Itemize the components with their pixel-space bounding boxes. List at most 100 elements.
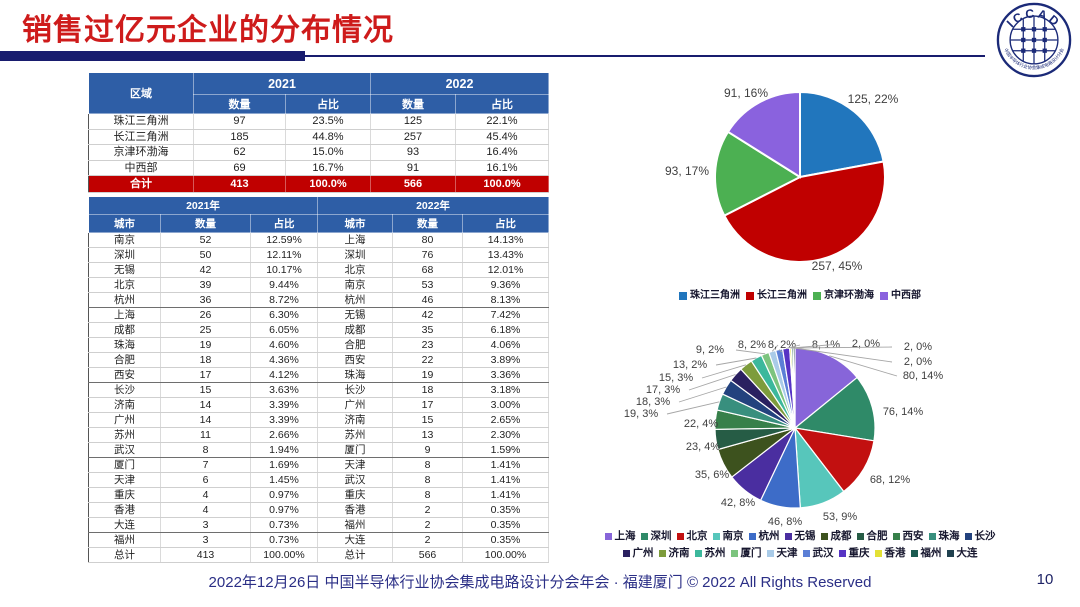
legend-label: 中西部 — [891, 290, 921, 301]
table-cell: 北京 — [88, 277, 161, 293]
legend-label: 杭州 — [758, 530, 780, 542]
table-cell: 413 — [160, 547, 251, 563]
legend-item: 珠海 — [928, 528, 960, 545]
region-table-body: 珠江三角洲 97 23.5% 125 22.1% 长江三角洲 185 44.8% 257 45.4… — [88, 113, 549, 193]
legend-item: 广州 — [622, 545, 654, 562]
legend-item: 福州 — [910, 545, 942, 562]
table-cell: 14 — [160, 397, 251, 413]
table-cell: 125 — [370, 113, 456, 130]
pie-data-label: 18, 3% — [636, 396, 670, 408]
legend-label: 重庆 — [848, 547, 870, 559]
table-header-row: 区域 2021 2022 — [88, 72, 549, 114]
table-cell: 15 — [392, 412, 463, 428]
table-cell: 合肥 — [317, 337, 393, 353]
pie-data-label: 8, 2% — [738, 339, 766, 351]
table-row: 京津环渤海 62 15.0% 93 16.4% — [88, 144, 549, 161]
table-cell: 2.30% — [462, 427, 549, 443]
table-cell: 62 — [193, 144, 286, 161]
table-cell: 8 — [160, 442, 251, 458]
region-table-head: 区域 2021 2022 数量 占比 数量 占比 — [88, 72, 549, 114]
title-underline-line — [305, 55, 985, 57]
legend-item: 大连 — [946, 545, 978, 562]
table-cell: 257 — [370, 129, 456, 145]
legend-item: 无锡 — [784, 528, 816, 545]
table-row: 大连 3 0.73% 福州 2 0.35% — [88, 517, 549, 533]
table-cell: 6 — [160, 472, 251, 488]
pie-leader-line — [771, 344, 779, 352]
table-cell: 14.13% — [462, 232, 549, 248]
pie-leader-line — [778, 349, 783, 353]
table-cell: 413 — [193, 175, 286, 193]
table-cell: 185 — [193, 129, 286, 145]
table-cell: 12.11% — [250, 247, 318, 263]
table-cell: 珠江三角洲 — [88, 113, 194, 130]
table-cell: 2.65% — [462, 412, 549, 428]
legend-label: 武汉 — [812, 547, 834, 559]
table-cell: 80 — [392, 232, 463, 248]
table-cell: 7 — [160, 457, 251, 473]
legend-label: 南京 — [722, 530, 744, 542]
table-cell: 17 — [392, 397, 463, 413]
legend-label: 长沙 — [974, 530, 996, 542]
table-cell: 3 — [160, 517, 251, 533]
pie-data-label: 53, 9% — [823, 511, 857, 523]
table-cell: 1.41% — [462, 472, 549, 488]
table-cell: 15.0% — [285, 144, 371, 161]
city-table-head: 2021年 2022年 城市 数量 占比 城市 数量 占比 — [88, 196, 549, 233]
table-cell: 16.4% — [455, 144, 549, 161]
pie-data-label: 93, 17% — [665, 164, 709, 178]
table-cell: 3.36% — [462, 367, 549, 383]
table-cell: 长江三角洲 — [88, 129, 194, 145]
table-cell: 14 — [160, 412, 251, 428]
table-row: 长江三角洲 185 44.8% 257 45.4% — [88, 129, 549, 145]
table-cell: 无锡 — [317, 307, 393, 323]
table-cell: 天津 — [317, 457, 393, 473]
table-cell: 3.89% — [462, 352, 549, 368]
legend-swatch-icon — [748, 533, 756, 540]
legend-swatch-icon — [946, 550, 954, 557]
legend-item: 珠江三角洲 — [679, 287, 740, 304]
table-cell: 0.73% — [250, 517, 318, 533]
legend-item: 上海 — [604, 528, 636, 545]
legend-swatch-icon — [730, 550, 738, 557]
legend-item: 南京 — [712, 528, 744, 545]
pie-leader-line — [829, 355, 898, 377]
column-header: 占比 — [250, 214, 318, 233]
table-cell: 1.41% — [462, 457, 549, 473]
legend-item: 合肥 — [856, 528, 888, 545]
table-cell: 成都 — [88, 322, 161, 338]
pie-leader-line — [678, 386, 727, 403]
legend-label: 苏州 — [704, 547, 726, 559]
pie-data-label: 22, 4% — [684, 418, 718, 430]
legend-swatch-icon — [679, 291, 687, 300]
table-cell: 0.35% — [462, 532, 549, 548]
table-cell: 上海 — [88, 307, 161, 323]
table-cell: 合计 — [88, 175, 194, 193]
legend-item: 成都 — [820, 528, 852, 545]
column-header: 占比 — [455, 94, 549, 114]
table-cell: 3 — [160, 532, 251, 548]
table-cell: 22 — [392, 352, 463, 368]
table-cell: 香港 — [88, 502, 161, 518]
table-cell: 1.41% — [462, 487, 549, 503]
column-header: 区域 — [88, 72, 194, 114]
table-cell: 26 — [160, 307, 251, 323]
footer-text: 2022年12月26日 中国半导体行业协会集成电路设计分会年会 · 福建厦门 ©… — [208, 574, 872, 591]
table-row: 合肥 18 4.36% 西安 22 3.89% — [88, 352, 549, 368]
legend-label: 无锡 — [794, 530, 816, 542]
legend-row: 珠江三角洲 长江三角洲 京津环渤海 中西部 — [615, 287, 985, 304]
table-cell: 0.35% — [462, 502, 549, 518]
table-row: 济南 14 3.39% 广州 17 3.00% — [88, 397, 549, 413]
table-cell: 上海 — [317, 232, 393, 248]
table-cell: 44.8% — [285, 129, 371, 145]
table-cell: 19 — [392, 367, 463, 383]
table-row: 南京 52 12.59% 上海 80 14.13% — [88, 232, 549, 248]
table-cell: 长沙 — [317, 382, 393, 398]
table-cell: 珠海 — [317, 367, 393, 383]
pie-leader-line — [688, 374, 736, 391]
legend-label: 厦门 — [740, 547, 762, 559]
table-cell: 4 — [160, 487, 251, 503]
city-pie-chart: 80, 14% 76, 14% 68, 12% 53, 9% 46, 8% 42, 8% 3… — [624, 338, 944, 528]
table-cell: 15 — [160, 382, 251, 398]
table-cell: 16.7% — [285, 160, 371, 176]
